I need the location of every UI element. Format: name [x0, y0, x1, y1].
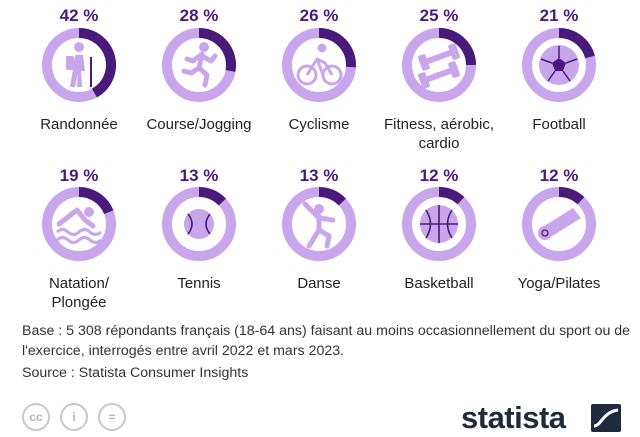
category-label-line: Fitness, aérobic,	[384, 116, 494, 133]
donut-value-arc	[318, 187, 346, 206]
category-label-line: Randonnée	[40, 116, 118, 133]
value-label: 42 %	[60, 6, 99, 25]
category-label: Danse	[297, 275, 340, 292]
category-label-line: Course/Jogging	[146, 116, 251, 133]
value-label: 12 %	[540, 166, 579, 185]
source-note: Source : Statista Consumer Insights	[22, 365, 249, 381]
value-label: 26 %	[300, 6, 339, 25]
category-label: Cyclisme	[289, 116, 350, 133]
basketball-icon	[420, 205, 458, 243]
donut-value-arc	[198, 28, 236, 72]
value-label: 13 %	[180, 166, 219, 185]
hiker-icon	[66, 42, 92, 87]
category-label: Fitness, aérobic, cardio	[384, 116, 494, 152]
statista-logo[interactable]: statista	[461, 400, 566, 435]
value-label: 25 %	[420, 6, 459, 25]
value-label: 21 %	[540, 6, 579, 25]
donut-value-arc	[558, 28, 595, 59]
runner-icon	[181, 42, 218, 88]
category-label: Yoga/Pilates	[518, 275, 601, 292]
donut-value-arc	[558, 187, 585, 205]
attribution-icon[interactable]: i	[60, 403, 88, 431]
category-label: Basketball	[404, 275, 473, 292]
category-label-line: Danse	[297, 275, 340, 292]
category-label-line: Tennis	[177, 275, 220, 292]
category-label: Course/Jogging	[146, 116, 251, 133]
dumbbell-icon	[418, 43, 460, 89]
cyclist-icon	[296, 43, 343, 86]
category-label-line: cardio	[419, 135, 460, 152]
base-note: Base : 5 308 répondants français (18-64 …	[22, 323, 631, 359]
category-label: Natation/Plongée	[49, 275, 110, 311]
footer: cc i = statista	[0, 398, 640, 437]
dancer-icon	[302, 201, 336, 249]
soccer-ball-icon	[539, 45, 579, 85]
category-label-line: Football	[532, 116, 585, 133]
yoga-mat-icon	[538, 208, 581, 240]
donut-value-arc	[78, 28, 116, 98]
category-label-line: Natation/	[49, 275, 110, 292]
value-label: 13 %	[300, 166, 339, 185]
donut-value-arc	[318, 28, 356, 68]
no-derivatives-icon[interactable]: =	[98, 403, 126, 431]
category-label: Football	[532, 116, 585, 133]
donut-chart-grid: 42 % Randonnée 28 % Course/Jogging 26 % Cycli…	[40, 6, 601, 311]
category-label-line: Basketball	[404, 275, 473, 292]
statista-mark-icon	[591, 404, 621, 432]
category-label-line: Cyclisme	[289, 116, 350, 133]
value-label: 19 %	[60, 166, 99, 185]
donut-value-arc	[438, 28, 476, 66]
category-label-line: Plongée	[51, 294, 106, 311]
tennis-ball-icon	[184, 209, 214, 239]
donut-value-arc	[198, 187, 226, 206]
category-label-line: Yoga/Pilates	[518, 275, 601, 292]
donut-value-arc	[438, 187, 465, 205]
chart-notes: Base : 5 308 répondants français (18-64 …	[22, 321, 632, 383]
cc-license-icon[interactable]: cc	[22, 403, 50, 431]
category-label: Randonnée	[40, 116, 118, 133]
category-label: Tennis	[177, 275, 220, 292]
donut-value-arc	[78, 187, 114, 215]
swimmer-icon	[55, 207, 103, 244]
value-label: 28 %	[180, 6, 219, 25]
value-label: 12 %	[420, 166, 459, 185]
